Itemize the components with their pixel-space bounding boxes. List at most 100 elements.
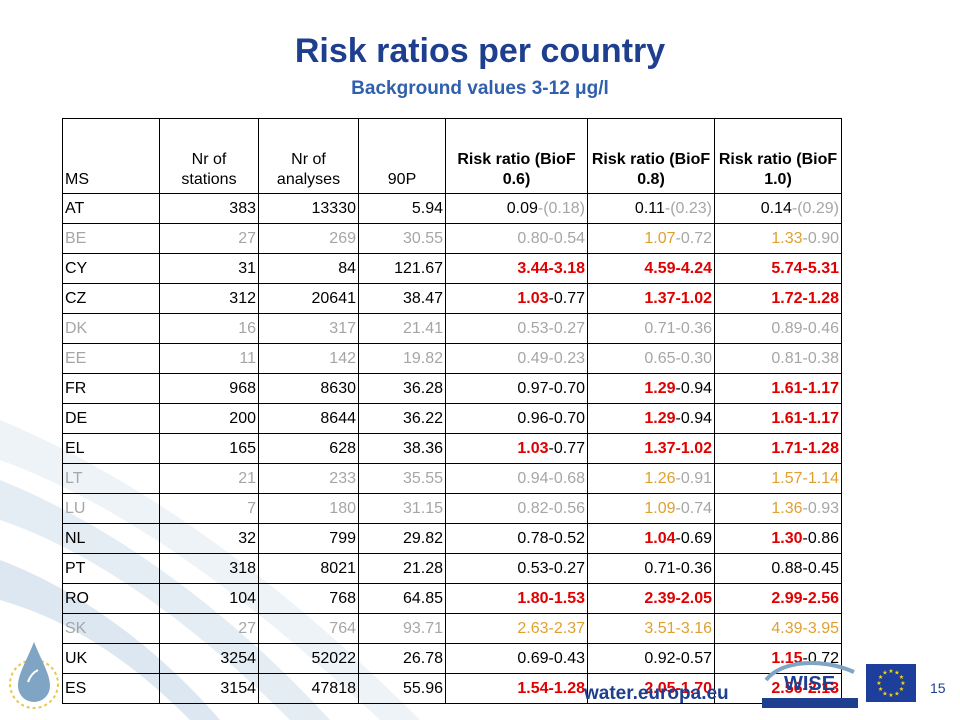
header-risk-ratio-06: Risk ratio (BioF 0.6) [445,118,588,194]
cell-analyses: 768 [258,583,359,614]
slide-subtitle: Background values 3-12 μg/l [351,78,609,99]
cell-risk-ratio-06: 1.03-0.77 [445,433,588,464]
table-row: UK 3254 52022 26.78 0.69-0.43 0.92-0.57 1.15-0… [62,643,842,674]
risk-ratio-segment: 0.80-0.54 [517,230,585,247]
cell-stations: 27 [159,223,259,254]
risk-ratio-segment: 1.04 [644,530,676,547]
risk-ratio-segment: 0.65-0.30 [644,350,712,367]
risk-ratio-segment: 0.96-0.70 [517,410,585,427]
cell-90p: 38.36 [358,433,446,464]
risk-ratio-segment: 1.26 [644,470,676,487]
cell-risk-ratio-08: 1.04-0.69 [587,523,715,554]
risk-ratio-segment: -0.93 [802,500,839,517]
risk-ratio-segment: 1.61-1.17 [771,410,839,427]
risk-ratio-segment: 0.78-0.52 [517,530,585,547]
cell-risk-ratio-06: 0.53-0.27 [445,313,588,344]
cell-risk-ratio-10: 0.81-0.38 [714,343,842,374]
cell-stations: 3154 [159,673,259,704]
footer-url[interactable]: water.europa.eu [584,683,729,704]
risk-ratio-segment: 1.09 [644,500,676,517]
cell-analyses: 142 [258,343,359,374]
risk-ratio-segment: 0.71-0.36 [644,560,712,577]
table-row: RO 104 768 64.85 1.80-1.53 2.39-2.05 2.99-2.56 [62,583,842,614]
cell-risk-ratio-10: 1.61-1.17 [714,373,842,404]
cell-risk-ratio-08: 0.92-0.57 [587,643,715,674]
risk-ratio-segment: 1.29 [644,410,676,427]
cell-risk-ratio-06: 1.54-1.28 [445,673,588,704]
risk-ratio-segment: -0.77 [548,440,585,457]
cell-90p: 29.82 [358,523,446,554]
risk-ratio-segment: 2.99-2.56 [771,590,839,607]
cell-risk-ratio-08: 1.37-1.02 [587,433,715,464]
cell-risk-ratio-08: 1.26-0.91 [587,463,715,494]
cell-risk-ratio-06: 0.69-0.43 [445,643,588,674]
table-row: LU 7 180 31.15 0.82-0.56 1.09-0.74 1.36-0.93 [62,493,842,524]
risk-ratio-segment: 1.57-1.14 [771,470,839,487]
cell-risk-ratio-10: 0.89-0.46 [714,313,842,344]
cell-risk-ratio-10: 1.36-0.93 [714,493,842,524]
cell-analyses: 52022 [258,643,359,674]
table-row: CY 31 84 121.67 3.44-3.18 4.59-4.24 5.74-5.31 [62,253,842,284]
cell-stations: 21 [159,463,259,494]
risk-ratio-segment: 1.80-1.53 [517,590,585,607]
cell-ms: CY [62,253,160,284]
table-row: BE 27 269 30.55 0.80-0.54 1.07-0.72 1.33-0.90 [62,223,842,254]
risk-ratio-segment: -0.72 [675,230,712,247]
cell-risk-ratio-10: 1.33-0.90 [714,223,842,254]
cell-risk-ratio-06: 0.09-(0.18) [445,193,588,224]
table-row: FR 968 8630 36.28 0.97-0.70 1.29-0.94 1.61-1.1… [62,373,842,404]
cell-analyses: 47818 [258,673,359,704]
risk-ratio-segment: 3.51-3.16 [644,620,712,637]
cell-risk-ratio-08: 3.51-3.16 [587,613,715,644]
table-row: CZ 312 20641 38.47 1.03-0.77 1.37-1.02 1.72-1.… [62,283,842,314]
header-risk-ratio-08: Risk ratio (BioF 0.8) [587,118,715,194]
cell-analyses: 8630 [258,373,359,404]
risk-ratio-segment: 0.71-0.36 [644,320,712,337]
risk-ratio-segment: 1.33 [771,230,803,247]
cell-analyses: 628 [258,433,359,464]
svg-text:★: ★ [900,680,905,687]
cell-90p: 26.78 [358,643,446,674]
cell-risk-ratio-08: 0.71-0.36 [587,313,715,344]
svg-text:★: ★ [882,670,887,677]
header-analyses: Nr of analyses [258,118,359,194]
svg-text:★: ★ [899,686,904,693]
cell-risk-ratio-06: 0.53-0.27 [445,553,588,584]
risk-ratio-segment: 3.44-3.18 [517,260,585,277]
slide-title: Risk ratios per country [294,32,666,70]
risk-ratio-segment: 0.49-0.23 [517,350,585,367]
svg-text:★: ★ [899,674,904,681]
table-row: ES 3154 47818 55.96 1.54-1.28 2.05-1.70 2.56-2… [62,673,842,704]
cell-analyses: 233 [258,463,359,494]
risk-ratio-segment: 0.69-0.43 [517,650,585,667]
eu-flag-icon: ★ ★ ★ ★ ★ ★ ★ ★ ★ ★ ★ ★ [866,664,916,702]
header-risk-ratio-10: Risk ratio (BioF 1.0) [714,118,842,194]
cell-ms: SK [62,613,160,644]
risk-ratio-segment: 2.56-2.13 [771,680,839,697]
risk-ratio-segment: -0.86 [802,530,839,547]
risk-ratio-segment: 1.71-1.28 [771,440,839,457]
cell-ms: EE [62,343,160,374]
table-header-row: MS Nr of stations Nr of analyses 90P Ris… [62,118,842,194]
page-number: 15 [930,680,946,696]
risk-ratio-segment: 0.09 [506,200,538,217]
cell-risk-ratio-10: 0.14-(0.29) [714,193,842,224]
cell-stations: 383 [159,193,259,224]
risk-ratio-segment: 0.14 [760,200,792,217]
risk-ratio-segment: 1.03 [517,440,549,457]
cell-stations: 27 [159,613,259,644]
cell-90p: 36.28 [358,373,446,404]
header-stations: Nr of stations [159,118,259,194]
cell-stations: 200 [159,403,259,434]
risk-ratio-segment: -0.91 [675,470,712,487]
risk-ratio-segment: 5.74-5.31 [771,260,839,277]
cell-stations: 165 [159,433,259,464]
svg-text:WISE: WISE [784,673,835,695]
risk-ratio-segment: 0.53-0.27 [517,560,585,577]
table-row: EL 165 628 38.36 1.03-0.77 1.37-1.02 1.71-1.28 [62,433,842,464]
table-row: DK 16 317 21.41 0.53-0.27 0.71-0.36 0.89-0.46 [62,313,842,344]
cell-stations: 11 [159,343,259,374]
cell-risk-ratio-08: 0.71-0.36 [587,553,715,584]
risk-ratio-segment: -0.77 [548,290,585,307]
cell-risk-ratio-06: 0.49-0.23 [445,343,588,374]
